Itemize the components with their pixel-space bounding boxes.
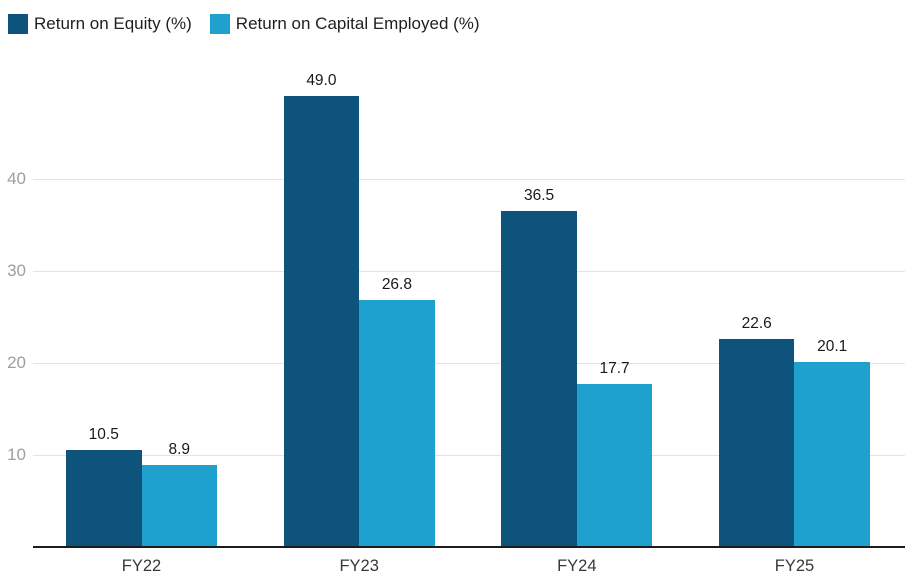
bar-roe-fy24 [501, 211, 577, 547]
value-label-roce-fy22: 8.9 [168, 441, 191, 459]
bar-roce-fy22 [141, 465, 217, 547]
x-axis-label-fy24: FY24 [557, 557, 597, 575]
value-label-roce-fy25: 20.1 [817, 338, 848, 356]
y-axis-tick-label-40: 40 [7, 169, 26, 188]
legend-label-roce: Return on Capital Employed (%) [235, 14, 480, 33]
value-label-roe-fy23: 49.0 [306, 72, 337, 90]
gridline-30 [33, 270, 905, 272]
gridline-20 [33, 362, 905, 364]
value-label-roe-fy22: 10.5 [88, 426, 119, 444]
x-axis-line [33, 546, 905, 548]
y-axis-tick-label-20: 20 [7, 353, 26, 372]
y-axis-tick-label-10: 10 [7, 445, 26, 464]
legend-item-roce: Return on Capital Employed (%) [209, 14, 480, 34]
x-axis-label-fy22: FY22 [121, 557, 162, 575]
bar-roce-fy24 [576, 384, 653, 547]
value-label-roce-fy24: 17.7 [599, 360, 630, 378]
bar-roe-fy22 [66, 450, 142, 547]
roe-color-swatch [8, 14, 28, 34]
bar-roce-fy23 [359, 300, 435, 547]
bar-roce-fy25 [794, 362, 870, 547]
chart-legend: Return on Equity (%) Return on Capital E… [8, 14, 480, 34]
gridline-10 [33, 454, 905, 456]
roce-color-swatch [209, 14, 230, 34]
legend-item-roe: Return on Equity (%) [8, 14, 192, 34]
bar-roe-fy23 [283, 96, 360, 547]
y-axis-tick-label-30: 30 [7, 261, 26, 280]
x-axis-label-fy23: FY23 [339, 557, 379, 575]
value-label-roe-fy25: 22.6 [741, 315, 772, 333]
value-label-roe-fy24: 36.5 [523, 187, 555, 205]
legend-label-roe: Return on Equity (%) [34, 14, 192, 33]
value-label-roce-fy23: 26.8 [381, 276, 412, 294]
x-axis-label-fy25: FY25 [774, 557, 815, 575]
gridline-40 [33, 178, 905, 180]
bar-roe-fy25 [718, 339, 795, 547]
